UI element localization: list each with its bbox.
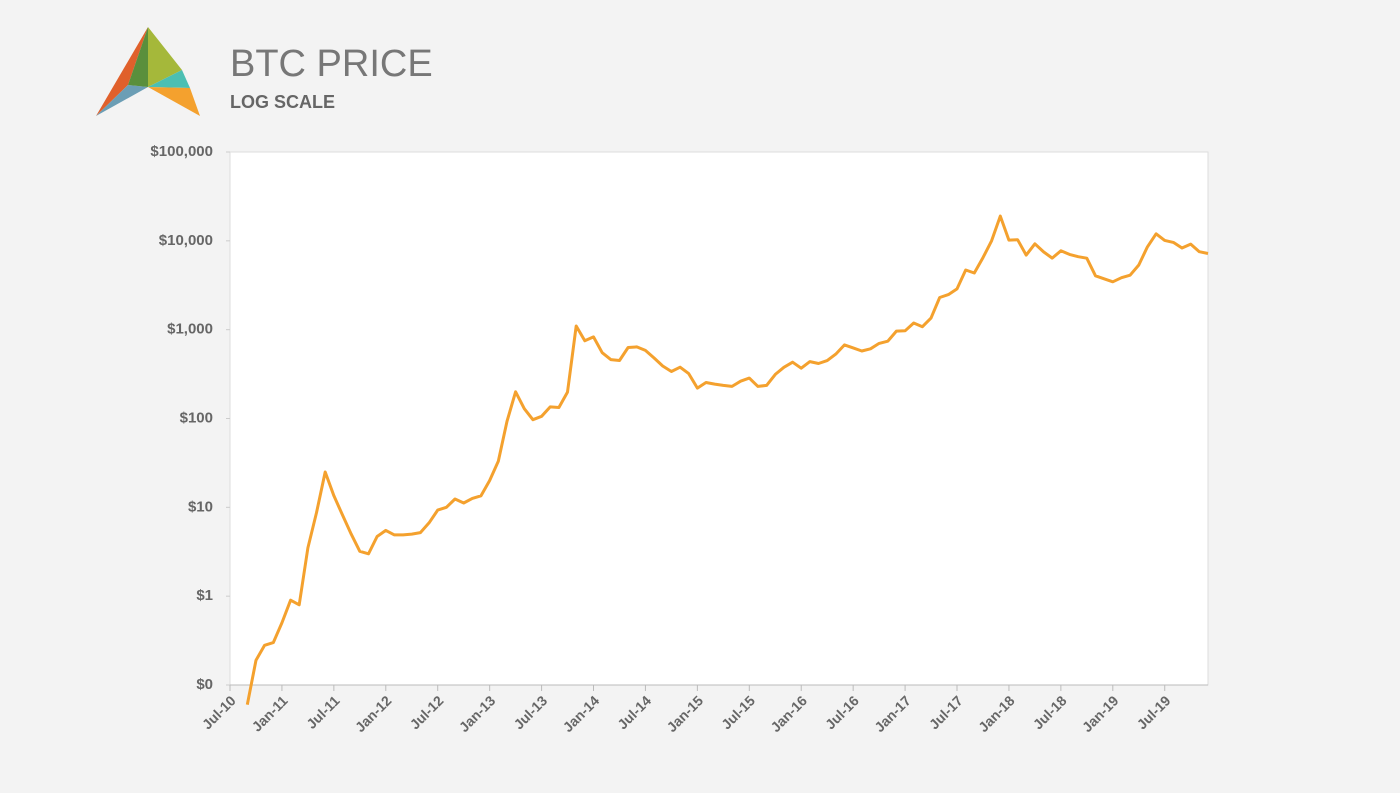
x-tick-label: Jan-14	[560, 692, 603, 735]
price-line	[245, 214, 1209, 705]
x-tick-label: Jul-11	[303, 692, 343, 732]
y-tick-label: $0	[196, 676, 213, 693]
x-tick-label: Jan-13	[456, 692, 499, 735]
y-tick-label: $1,000	[167, 321, 213, 338]
chart-subtitle: LOG SCALE	[230, 92, 335, 112]
y-tick-label: $100	[180, 409, 213, 426]
x-tick-label: Jan-16	[767, 692, 810, 735]
x-tick-label: Jul-12	[407, 692, 447, 732]
y-tick-label: $10	[188, 498, 213, 515]
x-tick-label: Jul-10	[199, 692, 239, 732]
logo	[96, 27, 200, 116]
x-tick-label: Jan-11	[249, 692, 291, 734]
y-tick-label: $10,000	[159, 232, 213, 249]
x-tick-label: Jul-13	[510, 692, 550, 732]
chart-title: BTC PRICE	[230, 43, 433, 85]
x-tick-label: Jul-19	[1134, 692, 1174, 732]
x-tick-label: Jan-18	[975, 692, 1018, 735]
x-tick-label: Jan-12	[352, 692, 395, 735]
x-tick-label: Jul-15	[718, 692, 758, 732]
x-tick-label: Jan-17	[871, 692, 914, 735]
x-tick-label: Jul-18	[1030, 692, 1070, 732]
x-tick-label: Jul-16	[822, 692, 862, 732]
x-tick-label: Jul-14	[614, 692, 654, 732]
x-tick-label: Jul-17	[926, 692, 966, 732]
y-tick-label: $100,000	[150, 143, 213, 160]
x-tick-label: Jan-15	[663, 692, 706, 735]
y-tick-label: $1	[196, 587, 213, 604]
plot-area	[229, 151, 1209, 686]
x-tick-label: Jan-19	[1079, 692, 1122, 735]
